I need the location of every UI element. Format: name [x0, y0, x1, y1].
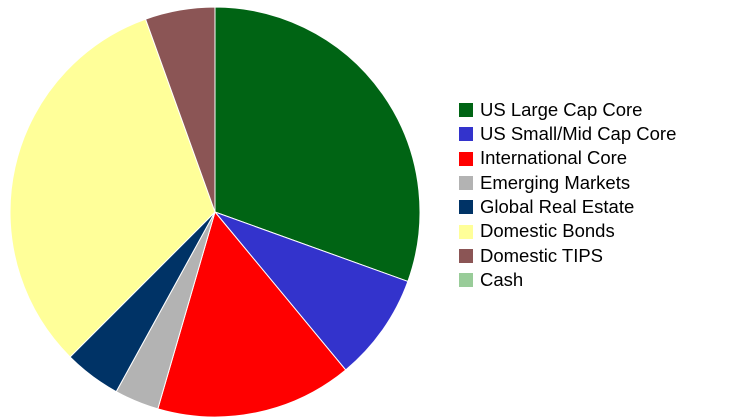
legend-item: Domestic TIPS — [459, 244, 731, 268]
legend-label: Cash — [480, 268, 524, 290]
legend-label: US Large Cap Core — [480, 98, 643, 120]
pie-slice-us-large-cap-core — [214, 6, 421, 283]
legend-swatch — [459, 127, 473, 142]
legend-item: International Core — [459, 147, 731, 171]
legend-item: Emerging Markets — [459, 171, 731, 195]
legend-label: Emerging Markets — [480, 171, 631, 193]
legend-label: Global Real Estate — [480, 196, 635, 218]
legend-swatch — [459, 224, 473, 239]
legend-item: US Small/Mid Cap Core — [459, 122, 731, 146]
pie-slice-international-core — [157, 210, 347, 417]
legend-swatch — [459, 273, 473, 288]
legend-item: Cash — [459, 268, 731, 292]
legend-item: US Large Cap Core — [459, 98, 731, 122]
legend-label: International Core — [480, 147, 628, 169]
pie-slice-domestic-bonds — [9, 18, 216, 358]
legend-label: US Small/Mid Cap Core — [480, 123, 677, 145]
legend-swatch — [459, 103, 473, 118]
legend-item: Domestic Bonds — [459, 219, 731, 243]
legend-label: Domestic TIPS — [480, 244, 604, 266]
legend-item: Global Real Estate — [459, 195, 731, 219]
legend: US Large Cap Core US Small/Mid Cap Core In… — [459, 98, 731, 292]
legend-swatch — [459, 176, 473, 191]
legend-label: Domestic Bonds — [480, 220, 615, 242]
legend-swatch — [459, 151, 473, 166]
legend-swatch — [459, 200, 473, 215]
pie-slice-domestic-tips — [144, 6, 216, 213]
pie-slice-us-small-mid-cap-core — [213, 210, 409, 371]
legend-swatch — [459, 248, 473, 263]
